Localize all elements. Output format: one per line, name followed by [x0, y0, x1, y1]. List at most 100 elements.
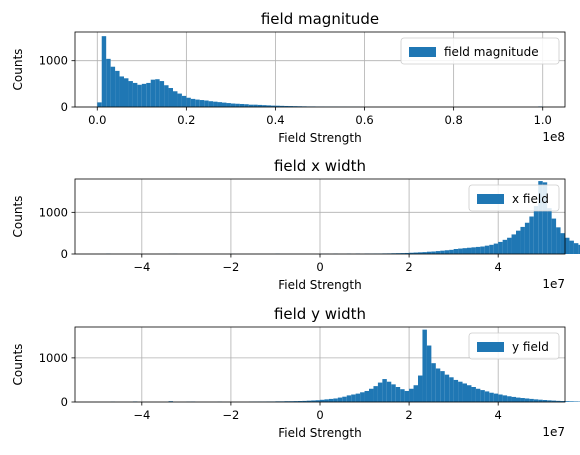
- histogram-bar: [489, 244, 494, 254]
- legend-box: [400, 37, 560, 65]
- histogram-bar: [458, 248, 463, 254]
- y-tick-label: 0: [61, 247, 68, 261]
- histogram-bar: [467, 247, 472, 254]
- histogram-bar: [480, 246, 485, 254]
- subplot-title: field y width: [274, 305, 366, 323]
- histogram-bar: [484, 391, 490, 402]
- legend-swatch: [477, 342, 504, 352]
- x-tick-label: 0.4: [266, 113, 284, 127]
- x-tick-label: 2: [405, 408, 412, 422]
- x-tick-label: 0.6: [355, 113, 373, 127]
- histogram-bar: [391, 384, 396, 402]
- x-tick-label: 4: [495, 408, 502, 422]
- histogram-bar: [235, 103, 240, 107]
- x-tick-label: 1.0: [534, 113, 552, 127]
- histogram-bar: [342, 396, 347, 402]
- histogram-bar: [444, 374, 450, 402]
- histogram-bar: [484, 245, 490, 254]
- histogram-bar: [266, 105, 271, 107]
- histogram-bar: [529, 216, 534, 254]
- histogram-bar: [449, 249, 454, 254]
- x-tick-label: −2: [222, 260, 239, 274]
- x-tick-label: 0.8: [444, 113, 462, 127]
- histogram-bar: [524, 398, 530, 402]
- histogram-bar: [222, 102, 227, 107]
- histogram-bar: [551, 218, 557, 254]
- legend-entry: field magnitude: [444, 45, 539, 59]
- x-tick-label: −2: [222, 408, 239, 422]
- histogram-bar: [320, 399, 325, 402]
- histogram-bar: [542, 182, 548, 254]
- bars: [97, 36, 543, 107]
- histogram-bar: [244, 104, 249, 107]
- subplot-title: field magnitude: [261, 10, 379, 28]
- histogram-bar: [146, 82, 151, 107]
- y-tick-label: 1000: [39, 54, 68, 68]
- histogram-bar: [493, 393, 499, 402]
- histogram-bar: [168, 88, 173, 107]
- histogram-bar: [239, 103, 245, 107]
- x-tick-label: 4: [495, 260, 502, 274]
- histogram-bar: [360, 392, 365, 402]
- histogram-bar: [248, 104, 254, 107]
- histogram-bar: [467, 385, 472, 402]
- histogram-bar: [422, 329, 427, 402]
- histogram-bar: [190, 98, 196, 107]
- histogram-bar: [324, 399, 329, 402]
- x-axis-label: Field Strength: [278, 278, 361, 292]
- histogram-bar: [507, 237, 512, 254]
- legend-entry: x field: [512, 192, 549, 206]
- histogram-bar: [293, 401, 298, 402]
- y-tick-label: 1000: [39, 351, 68, 365]
- histogram-bar: [213, 101, 218, 107]
- histogram-bar: [355, 393, 361, 402]
- histogram-bar: [556, 400, 561, 402]
- histogram-bar: [97, 102, 102, 107]
- histogram-bar: [115, 70, 120, 107]
- x-tick-label: 0: [316, 260, 323, 274]
- histogram-bar: [346, 395, 352, 402]
- histogram-bar: [400, 389, 405, 402]
- legend-entry: y field: [512, 340, 549, 354]
- histogram-bar: [288, 106, 294, 107]
- histogram-bar: [137, 84, 142, 107]
- histogram-bar: [164, 85, 169, 107]
- x-tick-label: −4: [133, 260, 150, 274]
- histogram-bar: [538, 181, 543, 254]
- histogram-bar: [208, 101, 214, 107]
- histogram-bar: [306, 400, 312, 402]
- histogram-bar: [560, 233, 565, 254]
- histogram-bar: [418, 252, 423, 254]
- histogram-bar: [119, 76, 124, 107]
- histogram-bar: [141, 83, 147, 107]
- histogram-bar: [373, 386, 378, 402]
- histogram-bar: [404, 252, 410, 254]
- histogram-bar: [382, 379, 387, 402]
- histogram-bar: [328, 398, 334, 402]
- bars: [110, 329, 580, 402]
- histogram-bar: [124, 78, 129, 107]
- y-tick-label: 0: [61, 100, 68, 114]
- histogram-bar: [337, 397, 343, 402]
- histogram-bar: [449, 377, 454, 402]
- histogram-bar: [226, 103, 231, 107]
- subplot-3: −4 −2 0 2 4 0 1000 field y width Field Strength C…: [11, 305, 580, 440]
- histogram-bar: [524, 222, 530, 254]
- x-axis-scale-note: 1e7: [542, 277, 565, 291]
- histogram-bar: [502, 239, 508, 254]
- histogram-bar: [440, 250, 445, 254]
- histogram-bar: [409, 388, 414, 402]
- histogram-bar: [502, 395, 508, 402]
- histogram-bar: [181, 95, 187, 107]
- x-tick-label: 0.0: [88, 113, 106, 127]
- x-axis-scale-note: 1e8: [542, 130, 565, 144]
- histogram-bar: [471, 387, 476, 402]
- histogram-bar: [413, 252, 418, 254]
- histogram-bar: [578, 244, 580, 254]
- legend-swatch: [409, 47, 436, 57]
- legend-box: [468, 184, 560, 212]
- histogram-bar: [132, 82, 138, 107]
- histogram-bar: [573, 243, 579, 254]
- histogram-bar: [204, 100, 209, 107]
